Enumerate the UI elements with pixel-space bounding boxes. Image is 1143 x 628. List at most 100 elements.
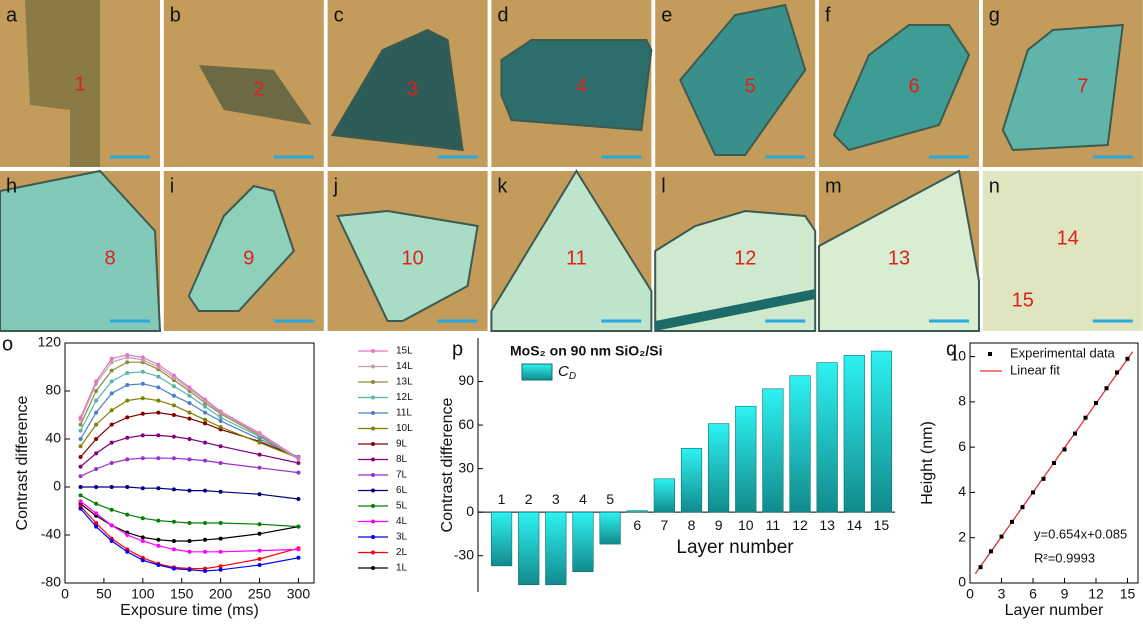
series-point [187,539,192,543]
x-tick-label: 9 [1061,586,1069,602]
series-point [140,516,145,521]
flake-number: 3 [407,78,418,100]
flake [818,169,980,332]
data-point [1115,370,1119,375]
series-point [109,391,114,396]
legend-marker [371,426,375,431]
series-point [140,355,145,360]
series-point [257,557,262,561]
legend-marker [371,442,375,446]
y-tick-label: 40 [45,430,61,446]
legend-label: 15L [396,346,413,357]
series-point [94,398,99,403]
x-axis-label: Exposure time (ms) [120,602,259,619]
photo-panel: n 14 15 [982,171,1143,331]
series-line [80,354,299,459]
x-tick-label: 3 [998,586,1006,602]
panel-letter: a [6,4,18,26]
legend-label: CD [558,363,576,382]
series-point [257,431,262,435]
series-point [78,422,83,427]
series-point [78,464,83,469]
series-point [94,389,99,393]
bar [599,511,621,545]
photo-panel: h8 [0,169,162,332]
series-point [78,437,83,441]
y-axis-label: Contrast difference [439,397,456,532]
series-point [109,507,114,512]
series-line [80,505,299,570]
photo-panel: b2 [163,0,324,167]
series-point [187,401,192,405]
series-line [80,434,299,468]
series-point [140,411,145,416]
series-point [218,564,223,569]
series-point [125,371,130,375]
bar [626,510,648,513]
legend-marker [371,488,375,493]
panel-letter: h [6,175,17,197]
series-point [125,360,130,365]
series-point [109,539,114,543]
series-point [109,368,114,373]
series-point [156,398,161,403]
x-tick-label: 7 [660,517,668,533]
bar [870,350,893,513]
legend-label: 11L [396,408,412,419]
series-point [94,451,99,456]
series-point [109,379,114,384]
flake-number: 8 [104,247,115,269]
series-point [109,422,114,427]
panel-letter: i [170,175,174,197]
series-point [125,549,130,554]
series-point [78,455,83,459]
data-point [999,534,1004,539]
series-point [140,535,145,540]
series-point [171,487,176,492]
series-point [171,373,176,378]
series-point [218,567,223,572]
series-point [156,563,161,567]
y-tick-label: 8 [958,393,966,409]
series-point [257,452,262,457]
flake-number: 14 [1057,227,1079,249]
y-tick-label: 2 [958,528,966,544]
photo-panel: k 11 [490,169,653,332]
series-point [125,435,130,440]
series-point [171,539,176,543]
series-point [203,417,208,422]
y-tick-label: 4 [958,483,966,499]
bar [762,388,784,513]
legend-label: 3L [396,532,408,543]
series-point [203,397,208,402]
series-point [257,465,262,470]
panel-letter: l [661,175,665,197]
panel-letter: k [497,175,508,197]
series-point [140,396,145,401]
series-point [94,511,99,516]
series-point [109,485,114,489]
panel-label: q [946,338,957,360]
x-tick-label: 3 [552,491,560,507]
flake-number: 6 [908,75,919,97]
series-point [140,433,145,438]
data-point [1062,447,1067,452]
flake-number: 10 [401,247,423,269]
series-point [156,374,161,379]
series-point [171,519,176,524]
series-point [218,419,223,423]
x-tick-label: 200 [209,586,233,602]
series-point [125,353,130,357]
x-tick-label: 5 [606,491,614,507]
legend-label: 5L [396,501,408,512]
flake-number: 7 [1077,75,1088,97]
series-point [171,434,176,439]
series-point [296,497,301,501]
bar [680,448,703,513]
x-tick-label: 2 [525,491,533,507]
y-tick-label: -40 [41,526,61,542]
panel-letter: j [333,175,338,197]
series-point [218,444,223,449]
series-point [218,425,223,429]
series-point [125,485,130,489]
